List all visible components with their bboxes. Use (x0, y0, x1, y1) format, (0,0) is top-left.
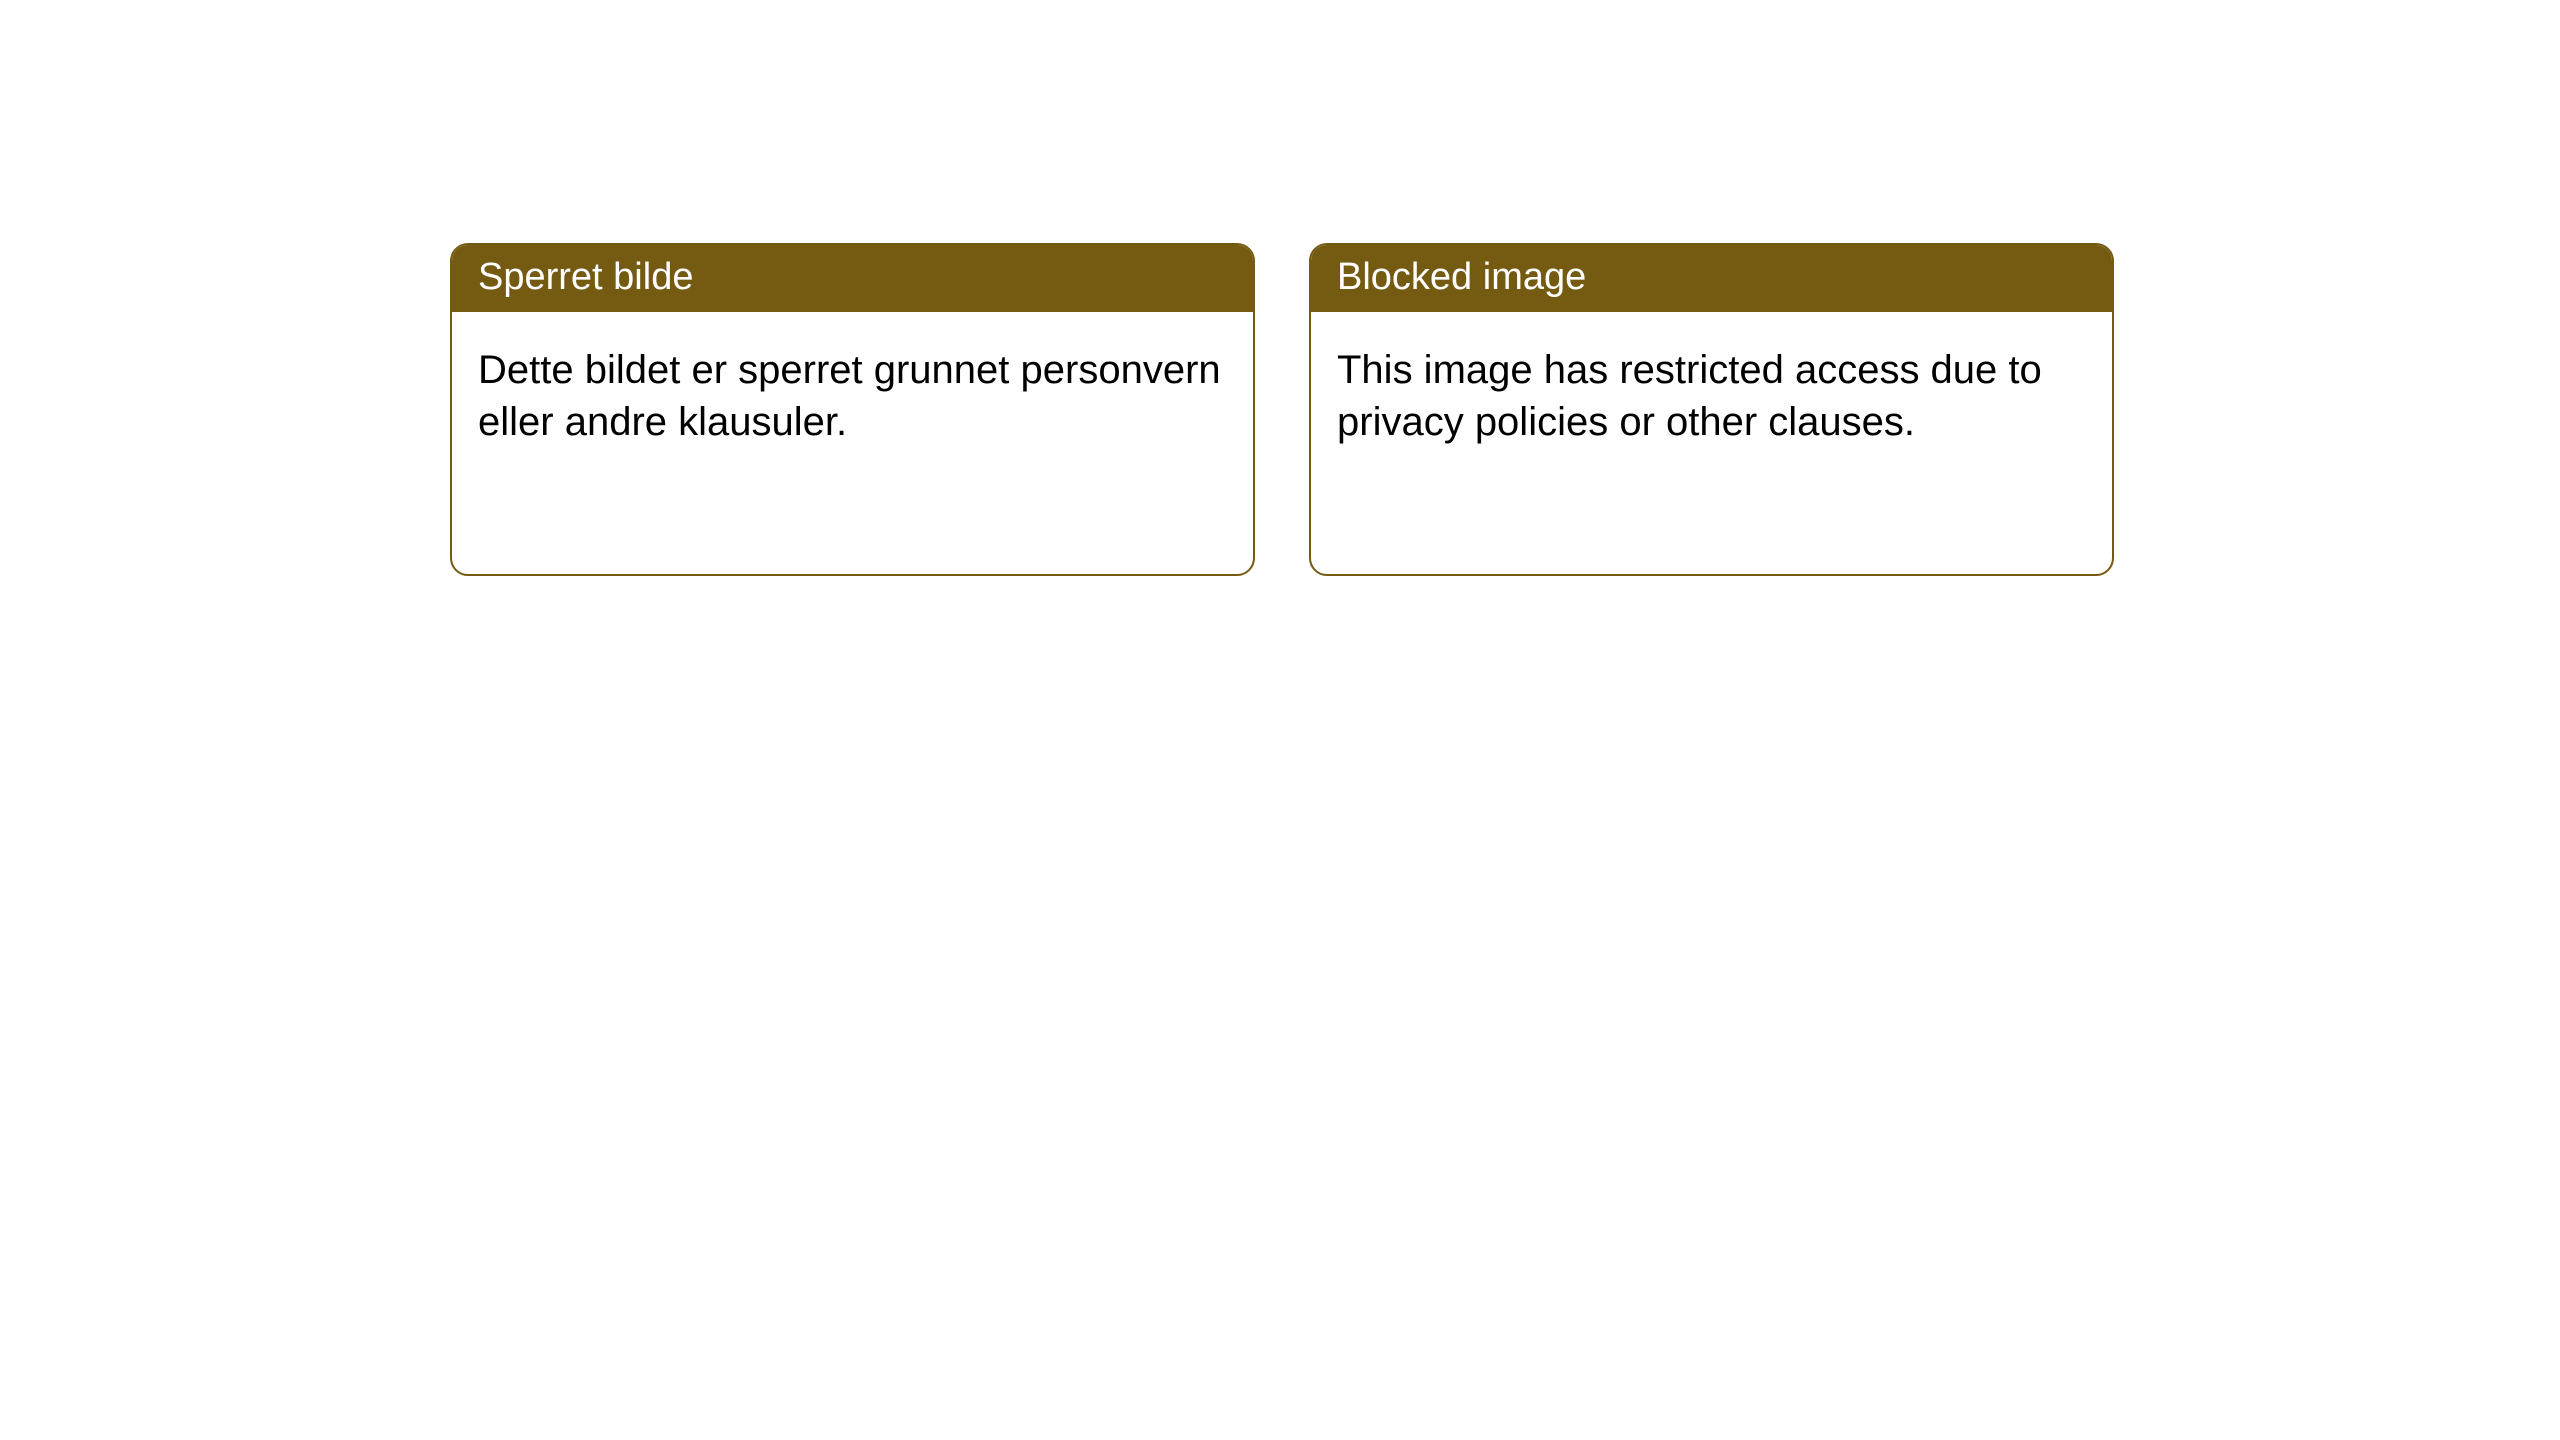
notice-title: Blocked image (1311, 245, 2112, 312)
notice-container: Sperret bilde Dette bildet er sperret gr… (0, 0, 2560, 576)
notice-card-english: Blocked image This image has restricted … (1309, 243, 2114, 576)
notice-card-norwegian: Sperret bilde Dette bildet er sperret gr… (450, 243, 1255, 576)
notice-message: Dette bildet er sperret grunnet personve… (452, 312, 1253, 474)
notice-message: This image has restricted access due to … (1311, 312, 2112, 474)
notice-title: Sperret bilde (452, 245, 1253, 312)
